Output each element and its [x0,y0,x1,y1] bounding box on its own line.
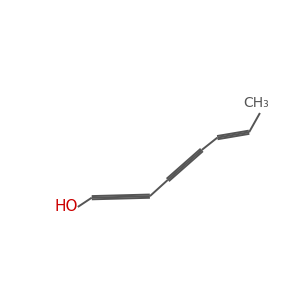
Text: HO: HO [54,200,78,214]
Text: CH₃: CH₃ [243,96,268,110]
